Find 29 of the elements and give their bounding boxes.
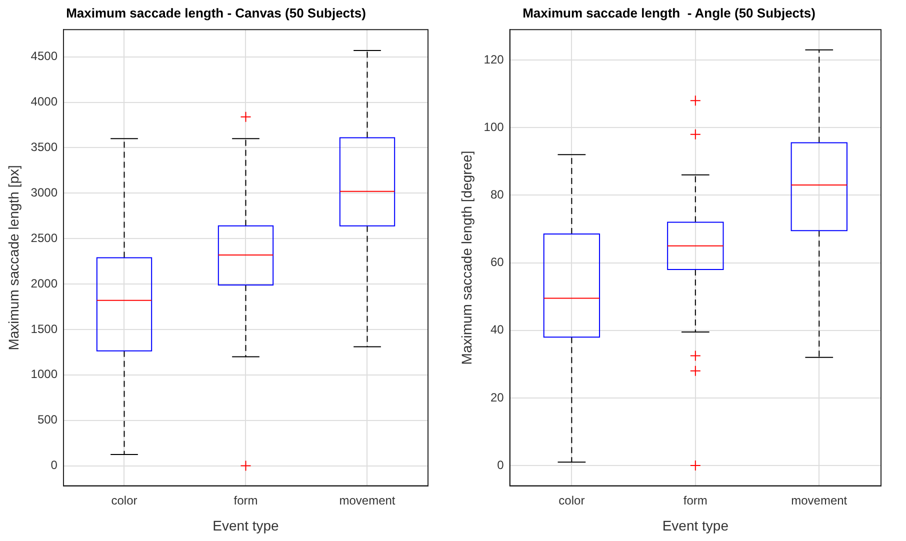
- chart-title: Maximum saccade length - Angle (50 Subjects): [522, 5, 816, 20]
- y-tick-label: 1500: [30, 322, 58, 336]
- x-tick-label: color: [111, 493, 138, 508]
- y-axis-title: Maximum saccade length [degree]: [458, 150, 474, 365]
- x-tick-label: form: [234, 493, 258, 508]
- y-tick-label: 4000: [30, 94, 58, 109]
- y-tick-label: 40: [490, 322, 504, 337]
- y-tick-label: 4500: [30, 49, 58, 64]
- y-tick-label: 1000: [30, 367, 58, 382]
- y-tick-label: 3000: [30, 185, 58, 200]
- x-tick-label: movement: [791, 493, 848, 508]
- y-axis-title: Maximum saccade length [px]: [5, 165, 22, 350]
- y-tick-label: 100: [484, 120, 504, 134]
- y-tick-label: 80: [490, 187, 504, 202]
- y-tick-label: 2000: [30, 276, 58, 290]
- y-tick-label: 60: [490, 255, 504, 270]
- y-tick-label: 20: [490, 390, 504, 404]
- y-tick-label: 500: [37, 412, 58, 427]
- x-tick-label: movement: [339, 493, 396, 508]
- x-tick-label: form: [683, 493, 708, 508]
- y-tick-label: 0: [50, 458, 58, 472]
- x-axis-title: Event type: [662, 517, 729, 534]
- y-tick-label: 2500: [30, 230, 58, 245]
- x-axis-title: Event type: [212, 517, 280, 534]
- x-tick-label: color: [558, 493, 585, 508]
- y-tick-label: 120: [484, 52, 504, 66]
- y-tick-label: 0: [497, 458, 504, 472]
- chart-title: Maximum saccade length - Canvas (50 Subjects): [66, 5, 366, 20]
- y-tick-label: 3500: [30, 140, 58, 154]
